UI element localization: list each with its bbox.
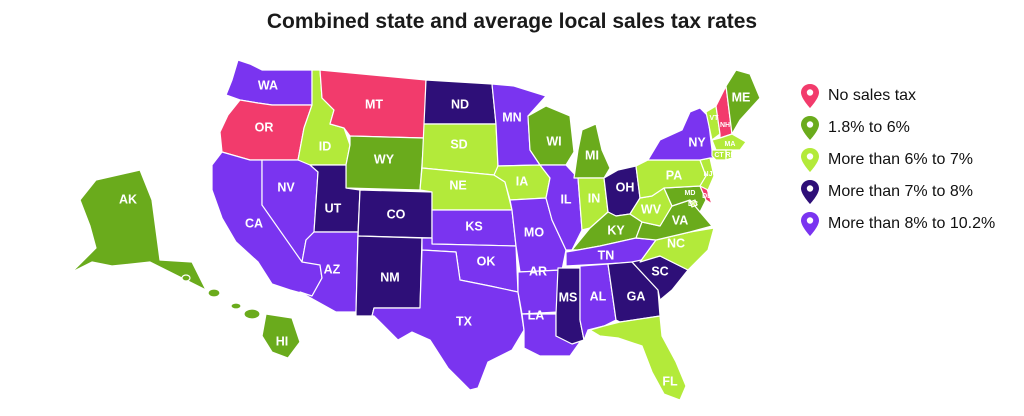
- state-label-wv: WV: [641, 202, 662, 216]
- legend-label: More than 8% to 10.2%: [828, 215, 996, 232]
- state-label-in: IN: [588, 191, 601, 205]
- state-label-ct: CT: [714, 152, 724, 159]
- state-label-ar: AR: [529, 264, 547, 278]
- state-label-ga: GA: [627, 289, 646, 303]
- legend-label: 1.8% to 6%: [828, 119, 910, 136]
- map-pin-icon: [801, 180, 819, 204]
- state-ct[interactable]: [711, 149, 727, 161]
- state-label-de: DE: [702, 193, 712, 200]
- state-label-vt: VT: [710, 115, 720, 122]
- state-label-ok: OK: [477, 254, 496, 268]
- legend-item: More than 6% to 7%: [800, 144, 995, 176]
- state-label-ne: NE: [449, 178, 466, 192]
- state-label-nh: NH: [720, 122, 730, 129]
- legend-label: No sales tax: [828, 87, 917, 104]
- state-ak[interactable]: [71, 169, 207, 291]
- state-label-ca: CA: [245, 216, 263, 230]
- state-label-dc: DC: [688, 201, 698, 208]
- map-pin-icon: [801, 212, 819, 236]
- map-pin-icon: [801, 116, 819, 140]
- state-label-mt: MT: [365, 97, 383, 111]
- state-label-la: LA: [528, 308, 545, 322]
- state-label-fl: FL: [662, 374, 678, 388]
- state-label-il: IL: [560, 192, 571, 206]
- state-label-nm: NM: [380, 270, 399, 284]
- state-label-sd: SD: [450, 137, 467, 151]
- state-label-nj: NJ: [704, 171, 713, 178]
- state-hi[interactable]: [181, 274, 301, 359]
- state-label-ma: MA: [725, 141, 736, 148]
- state-fl[interactable]: [589, 315, 687, 401]
- state-label-nv: NV: [277, 180, 295, 194]
- legend-item: No sales tax: [800, 80, 995, 112]
- state-label-wa: WA: [258, 78, 278, 92]
- state-label-hi: HI: [276, 334, 289, 348]
- state-label-tx: TX: [456, 314, 473, 328]
- state-label-ms: MS: [559, 290, 578, 304]
- state-label-az: AZ: [324, 262, 341, 276]
- state-labels: WA OR CA NV ID MT WY UT CO AZ NM ND SD NE KS OK TX MN IA MO…: [119, 78, 750, 388]
- map-pin-icon: [801, 148, 819, 172]
- state-label-al: AL: [590, 289, 607, 303]
- state-label-nc: NC: [667, 236, 685, 250]
- state-label-or: OR: [255, 120, 274, 134]
- map-title: Combined state and average local sales t…: [266, 10, 758, 33]
- legend: No sales tax 1.8% to 6% More than 6% to 7%…: [800, 80, 995, 240]
- state-tx[interactable]: [371, 249, 525, 391]
- state-ri[interactable]: [725, 149, 733, 161]
- state-label-co: CO: [387, 207, 406, 221]
- state-label-md: MD: [685, 190, 696, 197]
- state-label-me: ME: [732, 90, 751, 104]
- state-label-mi: MI: [585, 148, 599, 162]
- state-label-oh: OH: [616, 180, 635, 194]
- legend-label: More than 6% to 7%: [828, 151, 973, 168]
- state-label-ny: NY: [688, 135, 706, 149]
- state-label-tn: TN: [598, 248, 615, 262]
- state-label-nd: ND: [451, 97, 469, 111]
- state-label-ky: KY: [607, 223, 625, 237]
- state-ar[interactable]: [517, 269, 563, 315]
- state-wi[interactable]: [527, 105, 575, 166]
- state-label-mn: MN: [502, 110, 521, 124]
- state-dc[interactable]: [689, 199, 698, 208]
- state-label-ak: AK: [119, 192, 137, 206]
- legend-label: More than 7% to 8%: [828, 183, 973, 200]
- state-il[interactable]: [539, 164, 583, 251]
- legend-item: More than 8% to 10.2%: [800, 208, 995, 240]
- state-ny[interactable]: [647, 107, 717, 161]
- state-mi[interactable]: [573, 123, 611, 179]
- state-label-ia: IA: [516, 174, 529, 188]
- legend-item: More than 7% to 8%: [800, 176, 995, 208]
- map-pin-icon: [801, 84, 819, 108]
- state-label-pa: PA: [666, 168, 682, 182]
- state-label-ks: KS: [465, 219, 482, 233]
- state-label-id: ID: [319, 139, 332, 153]
- state-label-wy: WY: [374, 152, 395, 166]
- legend-item: 1.8% to 6%: [800, 112, 995, 144]
- state-label-va: VA: [672, 213, 688, 227]
- state-label-ri: RI: [726, 152, 733, 159]
- state-label-wi: WI: [546, 134, 561, 148]
- state-label-ut: UT: [325, 201, 342, 215]
- state-label-mo: MO: [524, 225, 544, 239]
- state-label-sc: SC: [651, 264, 668, 278]
